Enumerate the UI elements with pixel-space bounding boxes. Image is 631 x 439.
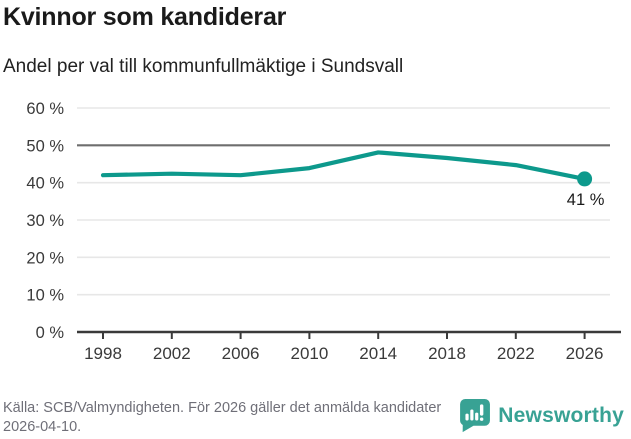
- line-chart: 0 % 10 % 20 % 30 % 40 % 50 % 60 % 1998 2002 2006 2…: [26, 100, 621, 363]
- svg-text:50 %: 50 %: [26, 137, 64, 155]
- svg-text:10 %: 10 %: [26, 287, 64, 305]
- line-chart-area: 0 % 10 % 20 % 30 % 40 % 50 % 60 % 1998 2002 2006 2…: [0, 90, 631, 370]
- source-note: Källa: SCB/Valmyndigheten. För 2026 gäll…: [3, 400, 442, 435]
- svg-text:2014: 2014: [359, 344, 397, 363]
- newsworthy-logo: Newsworthy: [458, 398, 624, 433]
- svg-text:20 %: 20 %: [26, 249, 64, 267]
- svg-text:30 %: 30 %: [26, 212, 64, 230]
- page-title: Kvinnor som kandiderar: [3, 3, 287, 31]
- svg-text:2022: 2022: [497, 344, 535, 363]
- svg-text:2026: 2026: [566, 344, 604, 363]
- svg-text:0 %: 0 %: [36, 324, 65, 342]
- newsworthy-wordmark: Newsworthy: [498, 403, 624, 427]
- svg-text:1998: 1998: [84, 344, 122, 363]
- svg-text:40 %: 40 %: [26, 175, 64, 193]
- newsworthy-chart-bubble-icon: [460, 399, 491, 433]
- svg-text:60 %: 60 %: [26, 100, 64, 118]
- page-subtitle: Andel per val till kommunfullmäktige i S…: [3, 56, 404, 77]
- svg-text:2002: 2002: [153, 344, 191, 363]
- svg-text:41 %: 41 %: [567, 191, 605, 209]
- svg-text:2010: 2010: [290, 344, 328, 363]
- svg-text:2006: 2006: [222, 344, 260, 363]
- svg-text:2018: 2018: [428, 344, 466, 363]
